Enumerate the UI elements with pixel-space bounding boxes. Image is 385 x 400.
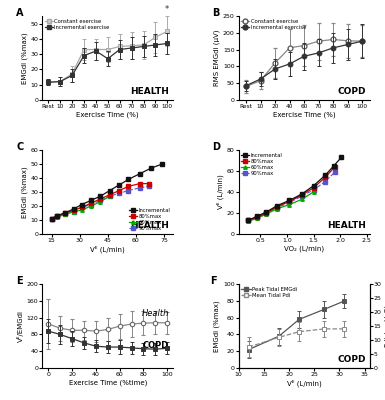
Y-axis label: EMGdi (%max): EMGdi (%max) — [21, 166, 28, 218]
Text: C: C — [16, 142, 23, 152]
X-axis label: Exercise Time (%): Exercise Time (%) — [77, 112, 139, 118]
Legend: Peak Tidal EMGdi, Mean Tidal Pdi: Peak Tidal EMGdi, Mean Tidal Pdi — [241, 287, 298, 298]
Text: *: * — [165, 5, 169, 14]
Legend: Constant exercise, Incremental exercise: Constant exercise, Incremental exercise — [45, 19, 110, 30]
Y-axis label: Vᴱ/EMGdi: Vᴱ/EMGdi — [17, 310, 23, 342]
Text: F: F — [210, 276, 216, 286]
Text: B: B — [213, 8, 220, 18]
Text: HEALTH: HEALTH — [327, 221, 366, 230]
Legend: Constant exercise, Incremental exercise: Constant exercise, Incremental exercise — [241, 19, 306, 30]
Text: COPD: COPD — [337, 355, 366, 364]
Text: E: E — [16, 276, 23, 286]
X-axis label: Vᴱ (L/min): Vᴱ (L/min) — [90, 246, 125, 253]
Y-axis label: Pdi (cmH₂O): Pdi (cmH₂O) — [384, 305, 385, 347]
Text: HEALTH: HEALTH — [131, 221, 169, 230]
Text: D: D — [213, 142, 221, 152]
Text: A: A — [16, 8, 23, 18]
Text: HEALTH: HEALTH — [131, 87, 169, 96]
X-axis label: Exercise Time (%time): Exercise Time (%time) — [69, 380, 147, 386]
Legend: Incremental, 80%max, 60%max, 90%max: Incremental, 80%max, 60%max, 90%max — [241, 153, 283, 176]
X-axis label: Vᴱ (L/min): Vᴱ (L/min) — [287, 380, 321, 388]
Y-axis label: RMS EMGdi (µV): RMS EMGdi (µV) — [214, 30, 220, 86]
X-axis label: Exercise Time (%): Exercise Time (%) — [273, 112, 335, 118]
Y-axis label: EMGdi (%max): EMGdi (%max) — [214, 300, 220, 352]
Y-axis label: Vᴱ (L/min): Vᴱ (L/min) — [216, 175, 224, 209]
Y-axis label: EMGdi (%max): EMGdi (%max) — [21, 32, 28, 84]
Text: COPD: COPD — [143, 340, 169, 350]
Legend: Incremental, 80%max, 60%max, 90%max: Incremental, 80%max, 60%max, 90%max — [129, 208, 171, 231]
Text: Health: Health — [142, 309, 169, 318]
Text: COPD: COPD — [337, 87, 366, 96]
X-axis label: VO₂ (L/min): VO₂ (L/min) — [284, 246, 324, 252]
